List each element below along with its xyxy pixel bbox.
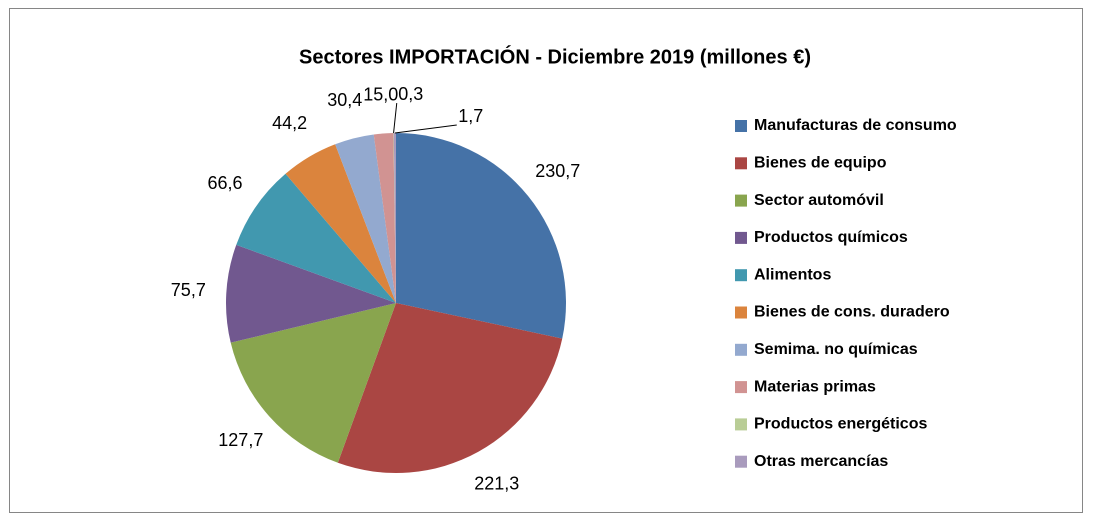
pie-slice (393, 133, 396, 303)
legend-label: Semima. no químicas (754, 341, 918, 358)
legend-label: Sector automóvil (754, 192, 884, 209)
legend-label: Alimentos (754, 266, 831, 283)
data-label: 221,3 (474, 474, 519, 494)
legend-label: Manufacturas de consumo (754, 117, 957, 134)
legend-label: Bienes de equipo (754, 155, 887, 172)
pie-slice (226, 244, 396, 343)
pie-slice (393, 133, 396, 303)
legend-swatch (735, 269, 747, 282)
legend-label: Materias primas (754, 378, 876, 395)
legend-label: Bienes de cons. duradero (754, 304, 950, 321)
legend-label: Productos químicos (754, 229, 908, 246)
legend-swatch (735, 418, 747, 431)
legend-swatch (735, 306, 747, 319)
data-label: 44,2 (272, 113, 307, 133)
data-label: 30,4 (327, 90, 362, 110)
legend-swatch (735, 343, 747, 356)
legend-swatch (735, 455, 747, 468)
data-label: 66,6 (208, 173, 243, 193)
data-label: 230,7 (535, 161, 580, 181)
data-label: 0,3 (398, 84, 423, 104)
pie-slice (230, 303, 396, 463)
chart-title: Sectores IMPORTACIÓN - Diciembre 2019 (m… (299, 44, 811, 68)
legend-swatch (735, 231, 747, 244)
pie-slice (396, 133, 566, 339)
legend-swatch (735, 381, 747, 394)
pie-slice (337, 303, 563, 473)
pie-slice (373, 133, 396, 303)
leader-line (393, 102, 398, 134)
data-label: 127,7 (218, 430, 263, 450)
data-label: 1,7 (458, 106, 483, 126)
data-label: 75,7 (171, 280, 206, 300)
legend-swatch (735, 120, 747, 132)
legend-label: Otras mercancías (754, 453, 888, 470)
pie-slice (236, 173, 396, 303)
legend-swatch (735, 157, 747, 170)
legend-label: Productos energéticos (754, 416, 927, 433)
pie-slice (335, 134, 396, 303)
leader-line (394, 124, 457, 134)
data-label: 15,0 (363, 84, 398, 104)
legend-swatch (735, 194, 747, 207)
pie-slice (285, 144, 396, 303)
